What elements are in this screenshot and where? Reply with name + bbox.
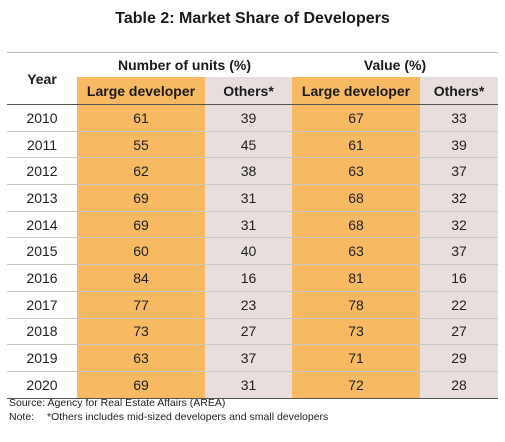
value-large-developer-cell: 71 bbox=[292, 344, 420, 372]
note-text: *Others includes mid-sized developers an… bbox=[47, 411, 329, 423]
year-header: Year bbox=[7, 52, 77, 105]
value-large-developer-cell: 68 bbox=[292, 184, 420, 212]
year-cell: 2019 bbox=[7, 344, 77, 372]
units-large-developer-cell: 69 bbox=[77, 371, 205, 399]
value-large-developer-cell: 63 bbox=[292, 157, 420, 186]
year-cell: 2018 bbox=[7, 318, 77, 346]
table-body: 2010 61 39 67 33 2011 55 45 61 39 2012 62 38 63 37 2013… bbox=[7, 104, 498, 399]
value-large-developer-cell: 67 bbox=[292, 104, 420, 132]
year-cell: 2017 bbox=[7, 291, 77, 319]
table-row: 2011 55 45 61 39 bbox=[7, 131, 498, 159]
note-label: Note: bbox=[9, 411, 35, 423]
units-others-cell: 39 bbox=[205, 104, 292, 132]
units-large-developer-cell: 69 bbox=[77, 184, 205, 212]
value-large-developer-header: Large developer bbox=[292, 77, 420, 105]
value-others-cell: 29 bbox=[420, 344, 498, 372]
table-row: 2018 73 27 73 27 bbox=[7, 318, 498, 346]
market-share-table: Year Number of units (%) Value (%) Large… bbox=[7, 52, 498, 399]
units-large-developer-cell: 84 bbox=[77, 264, 205, 292]
units-others-cell: 16 bbox=[205, 264, 292, 292]
value-others-cell: 16 bbox=[420, 264, 498, 292]
table-title: Table 2: Market Share of Developers bbox=[115, 10, 390, 27]
value-others-cell: 39 bbox=[420, 131, 498, 159]
table-row: 2013 69 31 68 32 bbox=[7, 184, 498, 212]
value-others-cell: 37 bbox=[420, 157, 498, 186]
table-row: 2016 84 16 81 16 bbox=[7, 264, 498, 292]
year-cell: 2015 bbox=[7, 237, 77, 266]
year-cell: 2012 bbox=[7, 157, 77, 186]
table-row: 2015 60 40 63 37 bbox=[7, 237, 498, 266]
value-large-developer-cell: 78 bbox=[292, 291, 420, 319]
value-others-cell: 32 bbox=[420, 211, 498, 239]
table-notes: Source: Agency for Real Estate Affairs (… bbox=[9, 396, 328, 424]
year-cell: 2011 bbox=[7, 131, 77, 159]
year-cell: 2010 bbox=[7, 104, 77, 132]
value-group-header: Value (%) bbox=[292, 52, 498, 77]
value-others-cell: 27 bbox=[420, 318, 498, 346]
units-others-cell: 37 bbox=[205, 344, 292, 372]
units-large-developer-cell: 55 bbox=[77, 131, 205, 159]
value-others-cell: 33 bbox=[420, 104, 498, 132]
value-others-cell: 28 bbox=[420, 371, 498, 399]
value-others-cell: 37 bbox=[420, 237, 498, 266]
units-large-developer-cell: 77 bbox=[77, 291, 205, 319]
value-large-developer-cell: 61 bbox=[292, 131, 420, 159]
table-row: 2010 61 39 67 33 bbox=[7, 104, 498, 132]
units-others-cell: 31 bbox=[205, 371, 292, 399]
value-large-developer-cell: 68 bbox=[292, 211, 420, 239]
units-large-developer-cell: 62 bbox=[77, 157, 205, 186]
units-large-developer-cell: 69 bbox=[77, 211, 205, 239]
units-others-cell: 40 bbox=[205, 237, 292, 266]
year-cell: 2014 bbox=[7, 211, 77, 239]
units-large-developer-cell: 63 bbox=[77, 344, 205, 372]
units-large-developer-cell: 73 bbox=[77, 318, 205, 346]
sub-header-row: Large developer Others* Large developer … bbox=[7, 77, 498, 105]
units-large-developer-cell: 60 bbox=[77, 237, 205, 266]
source-line: Source: Agency for Real Estate Affairs (… bbox=[9, 397, 226, 409]
table-row: 2017 77 23 78 22 bbox=[7, 291, 498, 319]
units-others-cell: 31 bbox=[205, 211, 292, 239]
value-others-cell: 22 bbox=[420, 291, 498, 319]
units-others-cell: 45 bbox=[205, 131, 292, 159]
group-header-row: Year Number of units (%) Value (%) bbox=[7, 52, 498, 105]
units-others-cell: 38 bbox=[205, 157, 292, 186]
note-line: Note: *Others includes mid-sized develope… bbox=[9, 410, 328, 424]
units-large-developer-header: Large developer bbox=[77, 77, 205, 105]
year-cell: 2013 bbox=[7, 184, 77, 212]
table-row: 2012 62 38 63 37 bbox=[7, 157, 498, 186]
value-large-developer-cell: 63 bbox=[292, 237, 420, 266]
units-others-cell: 31 bbox=[205, 184, 292, 212]
units-group-header: Number of units (%) bbox=[77, 52, 292, 77]
table-row: 2014 69 31 68 32 bbox=[7, 211, 498, 239]
table-row: 2020 69 31 72 28 bbox=[7, 371, 498, 399]
units-large-developer-cell: 61 bbox=[77, 104, 205, 132]
year-cell: 2016 bbox=[7, 264, 77, 292]
units-others-cell: 27 bbox=[205, 318, 292, 346]
value-others-cell: 32 bbox=[420, 184, 498, 212]
value-others-header: Others* bbox=[420, 77, 498, 105]
units-others-header: Others* bbox=[205, 77, 292, 105]
table-row: 2019 63 37 71 29 bbox=[7, 344, 498, 372]
value-large-developer-cell: 81 bbox=[292, 264, 420, 292]
units-others-cell: 23 bbox=[205, 291, 292, 319]
value-large-developer-cell: 72 bbox=[292, 371, 420, 399]
value-large-developer-cell: 73 bbox=[292, 318, 420, 346]
year-cell: 2020 bbox=[7, 371, 77, 399]
